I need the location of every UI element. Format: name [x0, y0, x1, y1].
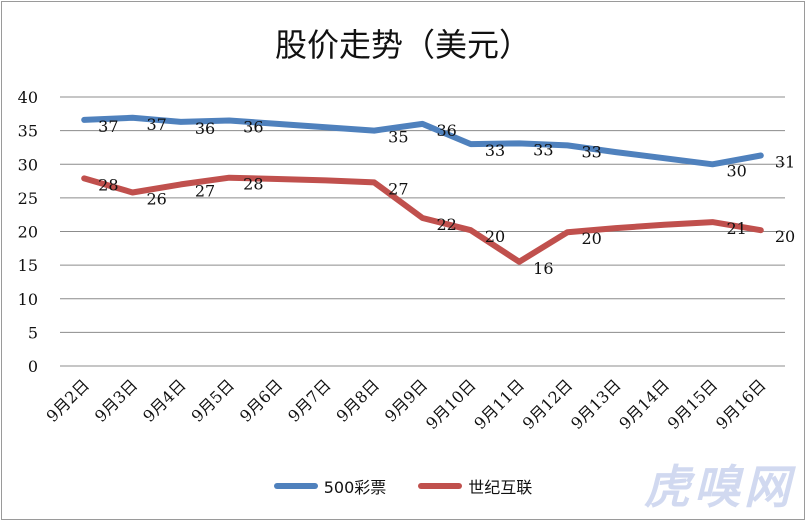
- data-label: 26: [147, 189, 167, 208]
- data-label: 28: [243, 175, 263, 194]
- x-tick-label: 9月15日: [664, 375, 722, 433]
- x-tick-label: 9月14日: [615, 375, 673, 433]
- y-tick-label: 5: [28, 323, 38, 342]
- legend-label: 世纪互联: [468, 478, 533, 497]
- y-tick-label: 40: [18, 88, 38, 107]
- data-label: 16: [533, 259, 553, 278]
- data-label: 31: [775, 153, 795, 172]
- chart-title: 股价走势（美元）: [274, 26, 531, 64]
- watermark-logo: 虎嗅网: [644, 460, 794, 514]
- data-label: 33: [485, 141, 505, 160]
- legend-swatch-red: [418, 483, 463, 489]
- x-tick-label: 9月3日: [91, 375, 141, 425]
- x-tick-label: 9月16日: [712, 375, 770, 433]
- x-tick-label: 9月13日: [567, 375, 625, 433]
- x-tick-label: 9月7日: [284, 375, 334, 425]
- y-tick-label: 35: [18, 122, 38, 141]
- data-label: 27: [195, 181, 215, 200]
- data-label: 37: [147, 115, 167, 134]
- y-tick-label: 10: [18, 290, 38, 309]
- legend: 500彩票 世纪互联: [0, 474, 806, 498]
- x-tick-label: 9月12日: [519, 375, 577, 433]
- data-label: 27: [388, 179, 408, 198]
- series-line-500-lottery: [81, 114, 764, 168]
- data-label: 37: [98, 117, 118, 136]
- data-label: 30: [727, 161, 747, 180]
- y-tick-label: 15: [18, 256, 38, 275]
- data-label: 28: [98, 175, 118, 194]
- data-label: 21: [727, 219, 747, 238]
- y-tick-label: 0: [28, 357, 38, 376]
- line-chart: 0 5 10 15 20 25 30 35 40 9月2日9月3日9月4日9月5日9月6日9月7日…: [18, 88, 796, 433]
- x-tick-label: 9月10日: [422, 375, 480, 433]
- data-label: 36: [195, 119, 215, 138]
- data-label: 36: [437, 121, 457, 140]
- data-label: 22: [437, 215, 457, 234]
- y-tick-label: 25: [18, 189, 38, 208]
- x-tick-label: 9月11日: [470, 375, 528, 433]
- x-tick-label: 9月8日: [333, 375, 383, 425]
- x-tick-label: 9月4日: [139, 375, 189, 425]
- data-label: 33: [533, 140, 553, 159]
- legend-item-500-lottery: 500彩票: [273, 474, 387, 498]
- data-label: 33: [582, 142, 602, 161]
- data-label: 20: [485, 227, 505, 246]
- legend-swatch-blue: [273, 483, 318, 489]
- x-tick-label: 9月2日: [43, 375, 93, 425]
- data-label: 20: [582, 229, 602, 248]
- legend-label: 500彩票: [323, 478, 387, 497]
- data-label: 20: [775, 227, 795, 246]
- series-line-21vianet: [81, 174, 764, 265]
- y-tick-label: 20: [18, 223, 38, 242]
- legend-item-21vianet: 世纪互联: [418, 474, 532, 498]
- y-tick-label: 30: [18, 155, 38, 174]
- data-label: 36: [243, 118, 263, 137]
- x-tick-label: 9月6日: [236, 375, 286, 425]
- data-label: 35: [388, 128, 408, 147]
- x-tick-label: 9月5日: [188, 375, 238, 425]
